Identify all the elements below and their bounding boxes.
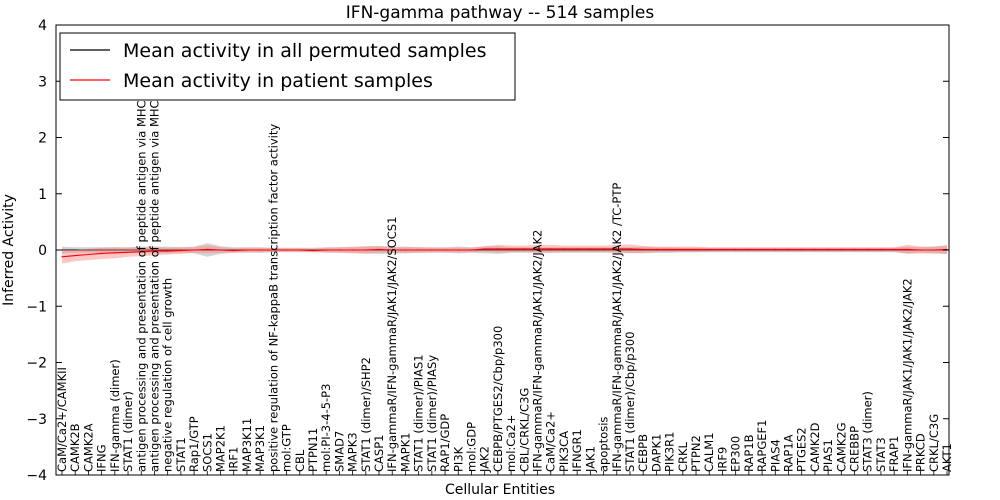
category-label: CAMK2D xyxy=(808,422,822,472)
category-label: CBL/CRKL/C3G xyxy=(517,388,531,472)
category-label: antigen processing and presentation of p… xyxy=(134,61,148,472)
legend-box xyxy=(59,32,516,101)
category-label: apoptosis xyxy=(597,417,611,472)
category-label: MAPK3 xyxy=(346,432,360,472)
category-label: JAK2 xyxy=(478,446,492,473)
chart-title: IFN-gamma pathway -- 514 samples xyxy=(346,3,655,23)
category-label: IFN-gammaR/JAK1/JAK1/JAK2/JAK2 xyxy=(900,278,914,472)
y-tick-label: 1 xyxy=(38,187,47,203)
category-label: negative regulation of cell growth xyxy=(161,278,175,472)
category-label: RAP1/GDP xyxy=(438,414,452,472)
category-label: SMAD7 xyxy=(332,431,346,472)
category-label: CaM/Ca2+ xyxy=(544,411,558,472)
legend-label-permuted: Mean activity in all permuted samples xyxy=(123,40,486,62)
category-label: IFN-gammaR/IFN-gammaR/JAK1/JAK2/SOCS1 xyxy=(385,217,399,472)
category-label: STAT1 (dimer)/PIAS1 xyxy=(412,354,426,472)
category-label: RAPGEF1 xyxy=(755,420,769,472)
y-tick-label: 2 xyxy=(38,131,47,147)
y-tick-label: −1 xyxy=(26,299,47,315)
category-label: CAMK2B xyxy=(68,423,82,472)
category-label: CAMK2A xyxy=(81,423,95,472)
category-label: CRKL/C3G xyxy=(927,414,941,472)
category-label: PI3K xyxy=(451,446,465,472)
category-label: CEBPB xyxy=(636,434,650,472)
category-label: MAP3K1 xyxy=(253,425,267,472)
category-label: mol:Ca2+ xyxy=(504,415,518,472)
category-label: CRKL xyxy=(676,441,690,472)
category-label: PIAS4 xyxy=(768,439,782,472)
category-label: IRF1 xyxy=(227,447,241,472)
category-label: CEBPB/PTGES2/Cbp/p300 xyxy=(491,326,505,472)
category-label: PRKCD xyxy=(914,433,928,472)
y-axis-label: Inferred Activity xyxy=(1,194,17,306)
category-label: IFNGR1 xyxy=(570,429,584,472)
category-label: antigen processing and presentation of p… xyxy=(148,58,162,472)
category-label: RAP1B xyxy=(742,434,756,472)
category-label: RAP1A xyxy=(782,434,796,472)
category-label: PTPN11 xyxy=(306,428,320,472)
category-label: CALM1 xyxy=(702,432,716,472)
category-label: MAP3K11 xyxy=(240,418,254,472)
category-label: CAMK2G xyxy=(834,422,848,472)
y-tick-label: −4 xyxy=(26,468,47,484)
category-label: STAT1 xyxy=(174,437,188,472)
legend: Mean activity in all permuted samples Me… xyxy=(59,32,516,101)
category-label: MAPK1 xyxy=(398,432,412,472)
y-tick-label: 0 xyxy=(38,243,47,259)
category-label: CaM/Ca2+/CAMKII xyxy=(55,367,69,472)
category-label: mol:GDP xyxy=(465,422,479,472)
category-label: STAT1 (dimer)/SHP2 xyxy=(359,357,373,472)
category-label: STAT1 (dimer) xyxy=(121,391,135,472)
y-tick-label: −3 xyxy=(26,412,47,428)
x-axis-label: Cellular Entities xyxy=(445,482,555,498)
category-label: Rap1/GTP xyxy=(187,416,201,472)
category-label: SOCS1 xyxy=(200,433,214,472)
category-label: PIK3CA xyxy=(557,431,571,472)
category-label: STAT1 (dimer)/PIASy xyxy=(425,355,439,472)
category-label: PIAS1 xyxy=(821,439,835,472)
category-label: mol:PI-3-4-5-P3 xyxy=(319,384,333,472)
category-label: CASP1 xyxy=(372,435,386,472)
category-label: CREBBP xyxy=(848,426,862,472)
category-label: PTPN2 xyxy=(689,435,703,472)
category-label: IRF9 xyxy=(715,447,729,472)
category-label: JAK1 xyxy=(583,446,597,473)
axes-frame xyxy=(55,24,950,476)
category-label: mol:GTP xyxy=(280,424,294,472)
category-label: positive regulation of NF-kappaB transcr… xyxy=(266,124,280,472)
category-label: IFN-gamma (dimer) xyxy=(108,359,122,472)
y-tick-label: 4 xyxy=(38,18,47,34)
category-label: STAT3 (dimer) xyxy=(861,391,875,472)
category-label: STAT1 (dimer)/Cbp/p300 xyxy=(623,331,637,472)
plot-area xyxy=(61,243,948,264)
category-label: DAPK1 xyxy=(649,434,663,472)
category-label: PIK3R1 xyxy=(663,432,677,473)
category-label: IFN-gammaR/IFN-gammaR/JAK1/JAK2/JAK2 /TC… xyxy=(610,183,624,472)
category-labels: CaM/Ca2+/CAMKII CAMK2B CAMK2A IFNG IFN-gamma… xyxy=(55,58,954,475)
category-label: STAT3 xyxy=(874,437,888,472)
series-line-patient xyxy=(61,248,948,258)
category-label: IFNG xyxy=(95,444,109,472)
category-label: AKT1 xyxy=(940,443,954,472)
legend-label-patient: Mean activity in patient samples xyxy=(123,70,433,92)
category-label: FRAP1 xyxy=(887,436,901,472)
y-tick-label: 3 xyxy=(38,74,47,90)
category-label: MAP2K1 xyxy=(214,425,228,472)
category-label: CBL xyxy=(293,449,307,472)
y-tick-label: −2 xyxy=(26,356,47,372)
category-label: IFN-gammaR/IFN-gammaR/JAK1/JAK2/JAK2 xyxy=(531,230,545,472)
category-label: EP300 xyxy=(729,436,743,472)
category-label: PTGES2 xyxy=(795,427,809,472)
